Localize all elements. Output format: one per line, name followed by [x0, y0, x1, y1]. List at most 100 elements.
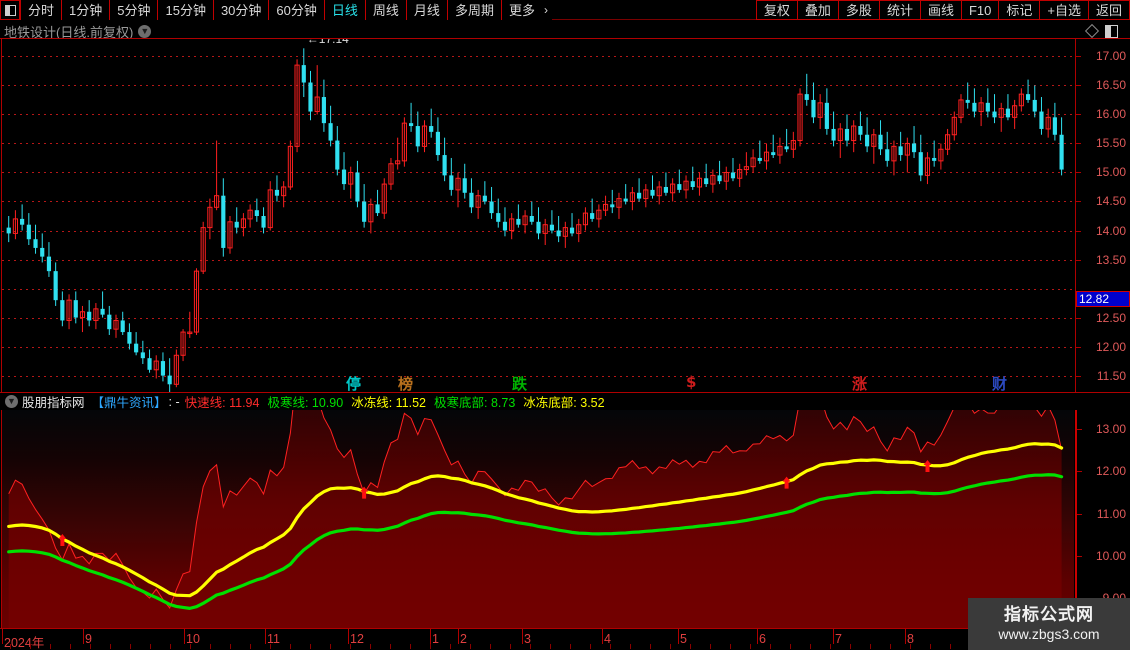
date-minor-tick — [650, 644, 651, 649]
gridline — [2, 143, 1074, 145]
date-tick-separator — [184, 629, 185, 644]
indicator-kv-冰冻底部: 冰冻底部: 3.52 — [523, 392, 604, 411]
date-minor-tick — [430, 644, 431, 649]
date-minor-tick — [330, 644, 331, 649]
indicator-kv-极寒线: 极寒线: 10.90 — [267, 392, 343, 411]
period-30分钟[interactable]: 30分钟 — [212, 0, 269, 20]
indicator-name-label: 【鼎牛资讯】 — [91, 396, 167, 410]
period-15分钟[interactable]: 15分钟 — [157, 0, 213, 20]
date-minor-tick — [150, 644, 151, 649]
indicator-plot-area[interactable] — [1, 410, 1074, 628]
date-tick-label: 3 — [524, 632, 531, 646]
date-minor-tick — [270, 644, 271, 649]
tool-复权[interactable]: 复权 — [755, 0, 798, 20]
date-minor-tick — [910, 644, 911, 649]
tool-标记[interactable]: 标记 — [998, 0, 1041, 20]
indicator-series — [2, 410, 1074, 628]
indicator-value: 11.94 — [229, 396, 260, 410]
indicator-key: 冰冻底部: — [523, 396, 581, 410]
price-tick-label: 14.00 — [1095, 223, 1126, 238]
gridline — [2, 375, 1074, 377]
tool-画线[interactable]: 画线 — [919, 0, 962, 20]
date-tick-label: 6 — [759, 632, 766, 646]
date-minor-tick — [630, 644, 631, 649]
indicator-tick-label: 10.00 — [1095, 549, 1126, 564]
indicator-tick — [1077, 513, 1082, 515]
high-price-annotation: ←17.14 — [306, 39, 349, 47]
chart-watermark-char: 财 — [992, 375, 1008, 393]
chart-watermark-char: 榜 — [398, 375, 414, 393]
tool-+自选[interactable]: +自选 — [1039, 0, 1089, 20]
price-tick — [1076, 56, 1081, 58]
date-minor-tick — [950, 644, 951, 649]
chevron-down-icon[interactable]: ▼ — [138, 24, 152, 38]
period-5分钟[interactable]: 5分钟 — [109, 0, 158, 20]
tool-返回[interactable]: 返回 — [1087, 0, 1130, 20]
gridline — [2, 114, 1074, 116]
chart-watermark-char: 跌 — [512, 375, 528, 393]
date-minor-tick — [730, 644, 731, 649]
date-minor-tick — [210, 644, 211, 649]
date-minor-tick — [190, 644, 191, 649]
date-tick-label: 4 — [604, 632, 611, 646]
date-minor-tick — [610, 644, 611, 649]
price-tick — [1076, 259, 1081, 261]
date-tick-separator — [430, 629, 431, 644]
date-tick-separator — [2, 629, 3, 644]
watermark-cn: 指标公式网 — [1004, 604, 1094, 624]
date-minor-tick — [770, 644, 771, 649]
period-60分钟[interactable]: 60分钟 — [268, 0, 324, 20]
date-tick-label: 12 — [350, 632, 364, 646]
period-日线[interactable]: 日线 — [323, 0, 365, 20]
toolbar-period-group: 分时 1分钟 5分钟 15分钟 30分钟 60分钟 日线 周线 月线 多周期 更多 › — [0, 0, 552, 20]
diamond-icon[interactable] — [1084, 23, 1100, 39]
date-tick-separator — [678, 629, 679, 644]
price-tick-label: 13.50 — [1095, 252, 1126, 267]
tool-叠加[interactable]: 叠加 — [796, 0, 839, 20]
price-tick-label: 15.00 — [1095, 165, 1126, 180]
period-分时[interactable]: 分时 — [20, 0, 62, 20]
price-tick — [1076, 85, 1081, 87]
indicator-kv-冰冻线: 冰冻线: 11.52 — [351, 392, 426, 411]
date-minor-tick — [670, 644, 671, 649]
period-items: 分时 1分钟 5分钟 15分钟 30分钟 60分钟 日线 周线 月线 多周期 更多 › — [20, 0, 552, 20]
indicator-key: 极寒底部: — [434, 396, 491, 410]
period-多周期[interactable]: 多周期 — [446, 0, 501, 20]
date-minor-tick — [290, 644, 291, 649]
date-tick-separator — [602, 629, 603, 644]
current-price-marker: 12.82 — [1076, 290, 1130, 307]
chevron-right-icon[interactable]: › — [541, 0, 552, 20]
panel-icon[interactable] — [0, 0, 20, 20]
date-minor-tick — [110, 644, 111, 649]
period-月线[interactable]: 月线 — [405, 0, 447, 20]
period-1分钟[interactable]: 1分钟 — [61, 0, 110, 20]
date-minor-tick — [70, 644, 71, 649]
price-tick — [1076, 230, 1081, 232]
period-更多[interactable]: 更多 — [500, 0, 542, 20]
indicator-key: 极寒线: — [267, 396, 312, 410]
indicator-tick — [1077, 429, 1082, 431]
indicator-site-label: 股朋指标网 — [22, 396, 85, 410]
price-tick-label: 11.50 — [1096, 368, 1126, 383]
tool-F10[interactable]: F10 — [960, 0, 1000, 20]
date-minor-tick — [830, 644, 831, 649]
date-minor-tick — [510, 644, 511, 649]
indicator-values: 快速线: 11.94 极寒线: 10.90 冰冻线: 11.52 极寒底部: 8.73… — [185, 392, 613, 411]
date-tick-separator — [458, 629, 459, 644]
price-tick — [1076, 172, 1081, 174]
tool-多股[interactable]: 多股 — [837, 0, 880, 20]
chevron-down-icon[interactable]: ▼ — [5, 395, 18, 408]
gridline — [2, 201, 1074, 203]
period-周线[interactable]: 周线 — [364, 0, 406, 20]
date-minor-tick — [390, 644, 391, 649]
panel-icon[interactable] — [1105, 24, 1118, 38]
date-tick-label: 11 — [267, 632, 280, 646]
date-minor-tick — [250, 644, 251, 649]
date-tick-separator — [522, 629, 523, 644]
tool-统计[interactable]: 统计 — [878, 0, 921, 20]
candlestick-plot-area[interactable]: ←17.14←11.20停榜跌$涨财 — [1, 39, 1074, 393]
date-minor-tick — [490, 644, 491, 649]
